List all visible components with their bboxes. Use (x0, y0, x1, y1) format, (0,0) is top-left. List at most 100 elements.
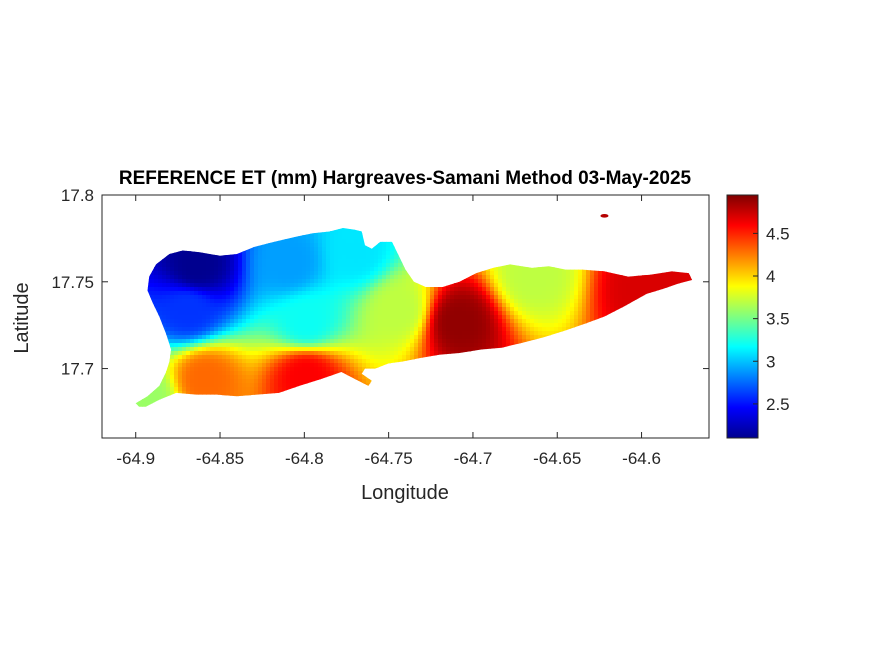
et-cell (302, 251, 307, 256)
et-cell (666, 283, 671, 288)
et-cell (466, 275, 471, 280)
et-cell (414, 319, 419, 324)
et-cell (226, 323, 231, 328)
et-cell (274, 259, 279, 264)
et-cell (306, 263, 311, 268)
et-cell (394, 255, 399, 260)
et-cell (670, 271, 675, 276)
et-cell (346, 251, 351, 256)
et-cell (650, 287, 655, 292)
et-cell (358, 307, 363, 312)
et-cell (546, 267, 551, 272)
et-cell (582, 303, 587, 308)
et-cell (526, 275, 531, 280)
et-cell (470, 311, 475, 316)
et-cell (294, 271, 299, 276)
et-cell (374, 311, 379, 316)
et-cell (354, 243, 359, 248)
et-cell (558, 287, 563, 292)
et-cell (554, 279, 559, 284)
et-cell (246, 263, 251, 268)
et-cell (190, 323, 195, 328)
et-cell (558, 275, 563, 280)
et-cell (350, 231, 355, 236)
et-cell (166, 267, 171, 272)
et-cell (322, 243, 327, 248)
et-cell (222, 275, 227, 280)
et-cell (538, 283, 543, 288)
et-cell (174, 283, 179, 288)
et-cell (326, 299, 331, 304)
et-cell (298, 243, 303, 248)
et-cell (446, 315, 451, 320)
et-cell (178, 291, 183, 296)
et-cell (494, 323, 499, 328)
et-cell (398, 299, 403, 304)
et-cell (606, 283, 611, 288)
et-cell (474, 323, 479, 328)
et-cell (574, 271, 579, 276)
et-cell (530, 275, 535, 280)
et-cell (430, 315, 435, 320)
et-cell (214, 295, 219, 300)
et-cell (270, 295, 275, 300)
et-cell (174, 271, 179, 276)
et-cell (498, 279, 503, 284)
et-cell (174, 255, 179, 260)
et-cell (606, 311, 611, 316)
et-cell (506, 287, 511, 292)
et-cell (502, 275, 507, 280)
et-cell (462, 299, 467, 304)
et-cell (346, 228, 351, 232)
et-cell (594, 287, 599, 292)
et-cell (478, 275, 483, 280)
et-cell (562, 315, 567, 320)
et-cell (490, 295, 495, 300)
et-cell (354, 251, 359, 256)
et-cell (322, 295, 327, 300)
et-cell (518, 303, 523, 308)
et-cell (378, 319, 383, 324)
et-cell (514, 291, 519, 296)
et-cell (534, 299, 539, 304)
et-cell (226, 287, 231, 292)
et-cell (218, 323, 223, 328)
et-cell (354, 283, 359, 288)
et-cell (310, 319, 315, 324)
et-cell (246, 267, 251, 272)
et-cell (390, 275, 395, 280)
et-cell (246, 271, 251, 276)
et-cell (506, 295, 511, 300)
et-cell (606, 307, 611, 312)
et-cell (430, 323, 435, 328)
et-cell (314, 259, 319, 264)
et-cell (286, 283, 291, 288)
et-cell (486, 299, 491, 304)
et-cell (362, 247, 367, 252)
et-cell (538, 291, 543, 296)
et-cell (302, 235, 307, 240)
et-cell (302, 287, 307, 292)
et-cell (242, 275, 247, 280)
et-cell (406, 315, 411, 320)
et-cell (574, 299, 579, 304)
et-cell (682, 271, 687, 276)
et-cell (570, 315, 575, 320)
et-cell (330, 287, 335, 292)
et-cell (378, 311, 383, 316)
et-cell (558, 295, 563, 300)
et-cell (622, 303, 627, 308)
et-cell (186, 303, 191, 308)
et-cell (406, 307, 411, 312)
et-cell (298, 311, 303, 316)
et-cell (194, 259, 199, 264)
et-cell (350, 255, 355, 260)
et-cell (406, 311, 411, 316)
et-cell (450, 295, 455, 300)
et-cell (554, 287, 559, 292)
et-cell (626, 283, 631, 288)
et-cell (322, 275, 327, 280)
et-cell (498, 307, 503, 312)
et-cell (602, 271, 607, 276)
et-cell (206, 287, 211, 292)
